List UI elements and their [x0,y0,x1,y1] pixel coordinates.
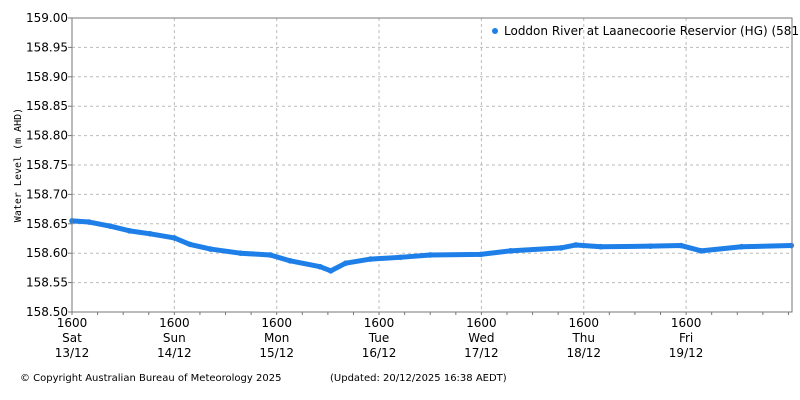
y-tick-label: 158.70 [26,187,68,201]
x-tick-label: Wed [468,331,494,345]
x-tick-label: 1600 [568,316,599,330]
updated-timestamp: (Updated: 20/12/2025 16:38 AEDT) [330,373,507,384]
x-tick-label: 1600 [159,316,190,330]
copyright: © Copyright Australian Bureau of Meteoro… [20,373,282,384]
data-point [187,241,193,248]
y-tick-label: 158.95 [26,40,68,54]
y-axis-label: Water Level (m AHD) [13,108,24,222]
x-tick-label: 1600 [57,316,88,330]
data-point [698,248,704,254]
data-point [598,243,604,250]
x-tick-label: Mon [264,331,289,345]
y-tick-label: 158.80 [26,129,68,143]
x-tick-label: 1600 [466,316,497,330]
x-tick-label: 14/12 [157,346,192,360]
data-point [147,230,153,237]
data-point [327,268,334,274]
data-series [69,218,795,274]
y-tick-label: 158.90 [26,70,68,84]
data-point [171,235,178,241]
data-point [477,251,484,258]
data-point [397,254,404,261]
data-point [427,252,434,258]
x-tick-label: 17/12 [464,346,499,360]
x-tick-label: Fri [679,331,693,345]
legend-marker [492,28,498,34]
data-point [788,242,795,249]
y-tick-label: 158.75 [26,158,68,172]
data-point [573,242,579,248]
data-point [558,245,564,251]
data-point [107,223,114,229]
legend: Loddon River at Laanecoorie Reservior (H… [492,24,800,38]
data-point [237,250,244,256]
data-point [507,248,514,254]
data-point [207,246,214,252]
data-point [126,228,133,234]
grid [72,18,792,312]
data-point [287,258,294,264]
x-tick-label: Tue [368,331,390,345]
data-point [267,252,274,258]
data-point [86,219,92,225]
data-point [342,260,349,266]
x-tick-label: 15/12 [259,346,294,360]
data-point [367,256,374,262]
y-axis: 158.50 158.55 158.60 158.65 158.70 158.75 158.… [26,11,72,319]
x-tick-label: Sun [163,331,186,345]
legend-label: Loddon River at Laanecoorie Reservior (H… [504,24,800,38]
y-tick-label: 159.00 [26,11,68,25]
data-point [678,242,684,249]
data-point [738,243,745,250]
x-tick-label: Sat [62,331,82,345]
y-tick-label: 158.85 [26,99,68,113]
y-tick-label: 158.50 [26,305,68,319]
plot-frame [71,17,793,313]
y-tick-label: 158.55 [26,276,68,290]
x-tick-label: 1600 [261,316,292,330]
x-axis: 1600Sat13/121600Sun14/121600Mon15/121600… [55,312,789,360]
y-tick-label: 158.65 [26,217,68,231]
y-tick-label: 158.60 [26,246,68,260]
water-level-chart: 158.50 158.55 158.60 158.65 158.70 158.75 158.… [13,11,800,360]
data-point [647,243,654,249]
x-tick-label: 16/12 [362,346,397,360]
x-tick-label: Thu [571,331,595,345]
x-tick-label: 18/12 [566,346,601,360]
x-tick-label: 1600 [364,316,395,330]
data-point [317,263,323,270]
x-tick-label: 19/12 [669,346,704,360]
x-tick-label: 1600 [671,316,702,330]
x-tick-label: 13/12 [55,346,90,360]
